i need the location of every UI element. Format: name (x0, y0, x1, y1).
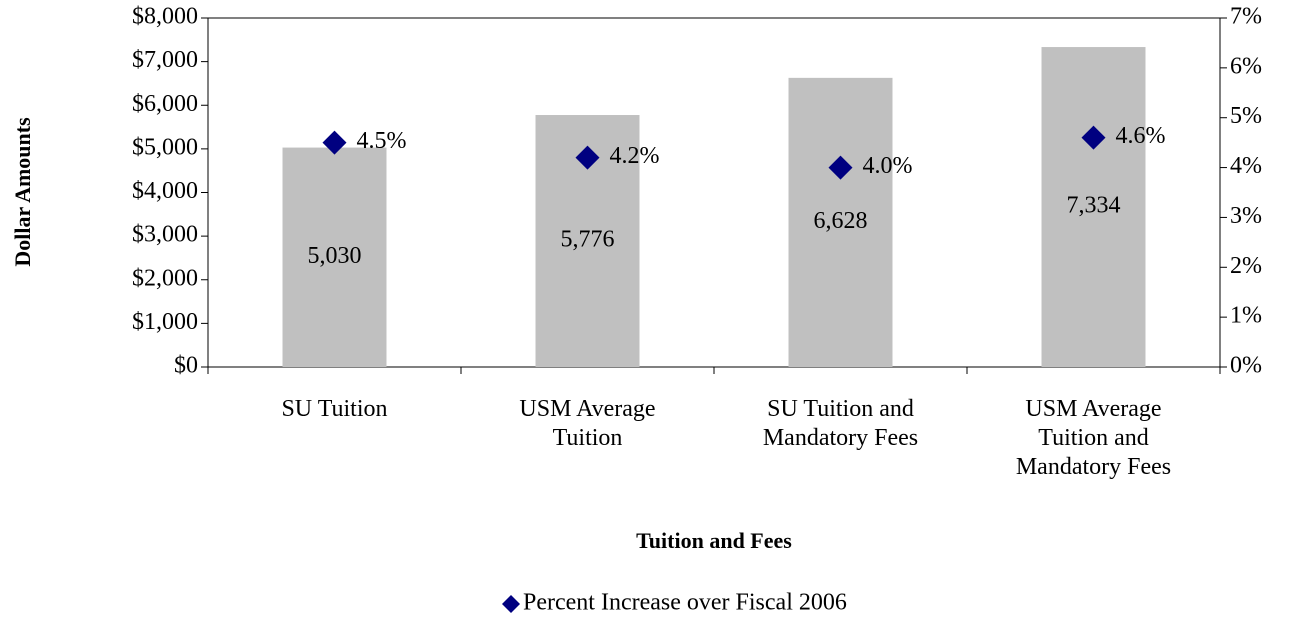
y2-tick-label: 0% (1230, 353, 1262, 379)
legend-marker (502, 595, 520, 613)
y-tick-label: $5,000 (132, 134, 198, 160)
bar (282, 147, 387, 367)
y-tick-label: $4,000 (132, 178, 198, 204)
point-value-label: 4.6% (1116, 123, 1166, 149)
y-tick-label: $2,000 (132, 265, 198, 291)
point-marker (322, 130, 347, 155)
y-axis-title: Dollar Amounts (10, 117, 35, 267)
bar-value-label: 7,334 (1067, 193, 1121, 219)
y2-tick-label: 5% (1230, 103, 1262, 129)
y-tick-label: $3,000 (132, 222, 198, 248)
point-value-label: 4.2% (610, 143, 660, 169)
point-value-label: 4.5% (357, 128, 407, 154)
x-tick-label: USM Average Tuition (519, 396, 656, 451)
x-tick-label: USM Average Tuition and Mandatory Fees (1015, 396, 1172, 480)
point-value-label: 4.0% (863, 153, 913, 179)
legend-label: Percent Increase over Fiscal 2006 (523, 590, 847, 616)
bar-value-label: 5,030 (308, 243, 362, 269)
y-tick-label: $8,000 (132, 4, 198, 30)
y2-tick-label: 3% (1230, 203, 1262, 229)
point-marker (1081, 125, 1106, 150)
y-tick-label: $0 (174, 353, 198, 379)
y2-tick-label: 7% (1230, 4, 1262, 30)
bar-value-label: 5,776 (561, 227, 615, 253)
bar (788, 77, 893, 367)
y-tick-label: $1,000 (132, 309, 198, 335)
bar (1041, 47, 1146, 367)
point-marker (575, 145, 600, 170)
x-tick-label: SU Tuition (281, 396, 388, 422)
x-tick-label: SU Tuition and Mandatory Fees (762, 396, 919, 451)
y2-tick-label: 6% (1230, 53, 1262, 79)
point-marker (828, 155, 853, 180)
y-tick-label: $6,000 (132, 91, 198, 117)
y2-tick-label: 2% (1230, 253, 1262, 279)
y2-tick-label: 1% (1230, 303, 1262, 329)
y-tick-label: $7,000 (132, 47, 198, 73)
bar-value-label: 6,628 (814, 208, 868, 234)
y2-tick-label: 4% (1230, 153, 1262, 179)
x-axis-title: Tuition and Fees (636, 528, 792, 553)
